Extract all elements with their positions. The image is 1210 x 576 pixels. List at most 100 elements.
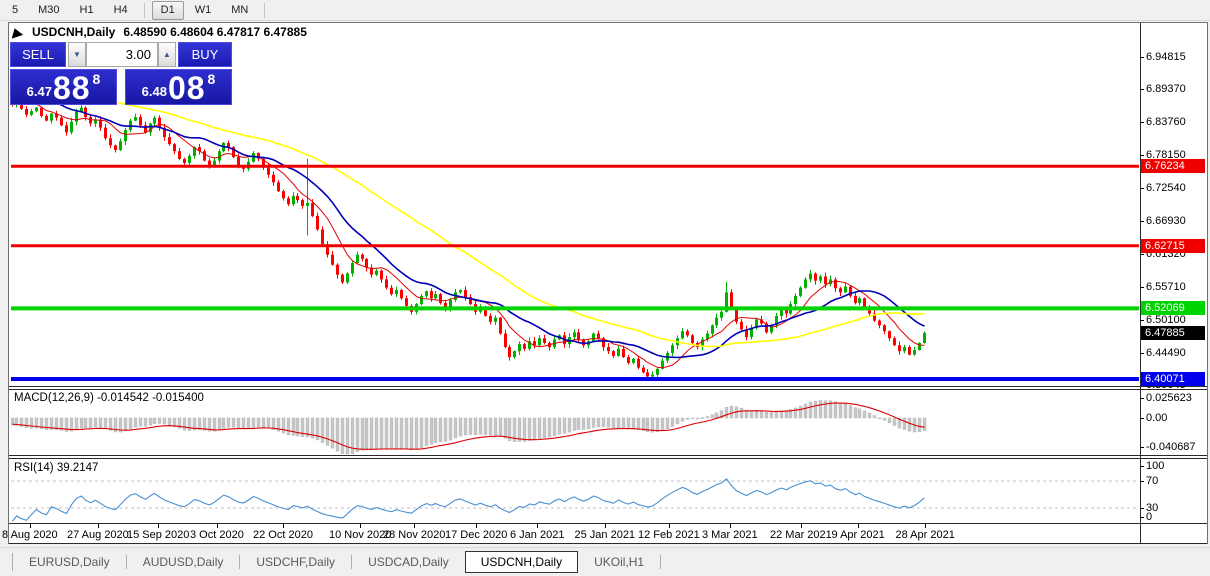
price-tick-label: 6.44490: [1146, 346, 1186, 359]
date-label: 25 Jan 2021: [574, 529, 636, 541]
macd-axis-dash: [1140, 446, 1144, 448]
tab-eurusd-daily[interactable]: EURUSD,Daily: [29, 555, 110, 569]
price-tick-dash: [1140, 121, 1144, 123]
timeframe-toolbar: 5 M30 H1 H4 D1 W1 MN: [0, 0, 1210, 21]
timeframe-button-5[interactable]: 5: [12, 3, 19, 16]
date-label: 15 Sep 2020: [127, 529, 190, 541]
date-tick: [605, 524, 606, 528]
date-tick: [669, 524, 670, 528]
tab-separator: [660, 555, 662, 569]
price-tick-label: 6.94815: [1146, 50, 1186, 63]
price-level-badge: 6.47885: [1141, 326, 1205, 341]
date-tick: [925, 524, 926, 528]
timeframe-button-w1[interactable]: W1: [194, 3, 212, 16]
date-tick: [414, 524, 415, 528]
sell-button[interactable]: SELL: [10, 42, 66, 67]
rsi-axis-label: 0: [1146, 510, 1153, 523]
date-label: 28 Nov 2020: [383, 529, 446, 541]
chart-title-row: USDCNH,Daily 6.48590 6.48604 6.47817 6.4…: [8, 25, 307, 39]
sell-price-big: 88: [52, 70, 91, 106]
price-tick-dash: [1140, 352, 1144, 354]
date-tick: [158, 524, 159, 528]
rsi-axis-dash: [1140, 507, 1144, 509]
date-label: 8 Aug 2020: [2, 529, 58, 541]
tab-separator: [239, 555, 241, 569]
price-tick-label: 6.72540: [1146, 181, 1186, 194]
timeframe-button-mn[interactable]: MN: [231, 3, 249, 16]
sell-price-prefix: 6.47: [26, 84, 52, 99]
buy-button[interactable]: BUY: [178, 42, 232, 67]
date-tick: [730, 524, 731, 528]
price-tick-dash: [1140, 220, 1144, 222]
buy-price-sup: 8: [207, 71, 216, 87]
chart-window: [8, 22, 1208, 544]
chart-tab-bar: EURUSD,Daily AUDUSD,Daily USDCHF,Daily USDC…: [0, 547, 1210, 576]
rsi-axis-dash: [1140, 480, 1144, 482]
date-tick: [537, 524, 538, 528]
date-tick: [98, 524, 99, 528]
one-click-trading-panel: SELL ▼ ▲ BUY 6.47 88 8 6.48 08 8: [10, 42, 232, 105]
date-label: 9 Apr 2021: [831, 529, 885, 541]
price-level-badge: 6.76234: [1141, 159, 1205, 174]
date-label: 28 Apr 2021: [895, 529, 955, 541]
tab-usdcnh-daily[interactable]: USDCNH,Daily: [464, 551, 579, 573]
date-tick: [476, 524, 477, 528]
sell-price-panel[interactable]: 6.47 88 8: [10, 69, 117, 105]
timeframe-button-h1[interactable]: H1: [79, 3, 94, 16]
macd-axis-label: -0.040687: [1146, 440, 1196, 453]
tab-separator: [125, 555, 127, 569]
date-label: 17 Dec 2020: [445, 529, 508, 541]
macd-axis-label: 0.025623: [1146, 391, 1192, 404]
date-label: 22 Mar 2021: [770, 529, 832, 541]
toolbar-separator: [143, 2, 145, 18]
price-tick-label: 6.89370: [1146, 82, 1186, 95]
rsi-axis-dash: [1140, 465, 1144, 467]
price-tick-label: 6.50100: [1146, 313, 1186, 326]
tab-usdchf-daily[interactable]: USDCHF,Daily: [256, 555, 336, 569]
price-tick-dash: [1140, 253, 1144, 255]
price-tick-dash: [1140, 88, 1144, 90]
macd-axis-label: 0.00: [1146, 411, 1168, 424]
rsi-axis-dash: [1140, 516, 1144, 518]
macd-axis-dash: [1140, 417, 1144, 419]
date-label: 27 Aug 2020: [67, 529, 129, 541]
date-label: 22 Oct 2020: [253, 529, 313, 541]
volume-decrease-button[interactable]: ▼: [68, 42, 86, 67]
chart-marker-icon: [8, 25, 24, 39]
tab-ukoil-h1[interactable]: UKOil,H1: [594, 555, 645, 569]
date-label: 3 Mar 2021: [702, 529, 758, 541]
sell-price-sup: 8: [92, 71, 101, 87]
tab-audusd-daily[interactable]: AUDUSD,Daily: [142, 555, 224, 569]
timeframe-button-h4[interactable]: H4: [113, 3, 128, 16]
price-tick-label: 6.83760: [1146, 115, 1186, 128]
rsi-axis-label: 100: [1146, 459, 1165, 472]
price-level-badge: 6.62715: [1141, 238, 1205, 253]
tab-usdcad-daily[interactable]: USDCAD,Daily: [368, 555, 449, 569]
macd-indicator-label: MACD(12,26,9) -0.014542 -0.015400: [14, 392, 204, 404]
price-tick-dash: [1140, 154, 1144, 156]
price-tick-label: 6.66930: [1146, 214, 1186, 227]
rsi-indicator-label: RSI(14) 39.2147: [14, 462, 99, 474]
date-tick: [283, 524, 284, 528]
date-tick: [217, 524, 218, 528]
date-label: 12 Feb 2021: [638, 529, 700, 541]
rsi-axis-label: 30: [1146, 501, 1159, 514]
timeframe-button-d1[interactable]: D1: [151, 0, 184, 20]
date-tick: [801, 524, 802, 528]
volume-input[interactable]: [86, 42, 158, 67]
price-tick-dash: [1140, 56, 1144, 58]
date-label: 6 Jan 2021: [510, 529, 565, 541]
tab-stub: [2, 553, 13, 571]
price-tick-label: 6.78150: [1146, 148, 1186, 161]
price-tick-dash: [1140, 319, 1144, 321]
date-tick: [858, 524, 859, 528]
rsi-axis-label: 70: [1146, 474, 1159, 487]
date-tick: [360, 524, 361, 528]
buy-price-prefix: 6.48: [141, 84, 167, 99]
macd-axis-dash: [1140, 397, 1144, 399]
buy-price-panel[interactable]: 6.48 08 8: [125, 69, 232, 105]
timeframe-button-m30[interactable]: M30: [38, 3, 60, 16]
volume-increase-button[interactable]: ▲: [158, 42, 176, 67]
date-label: 3 Oct 2020: [190, 529, 244, 541]
